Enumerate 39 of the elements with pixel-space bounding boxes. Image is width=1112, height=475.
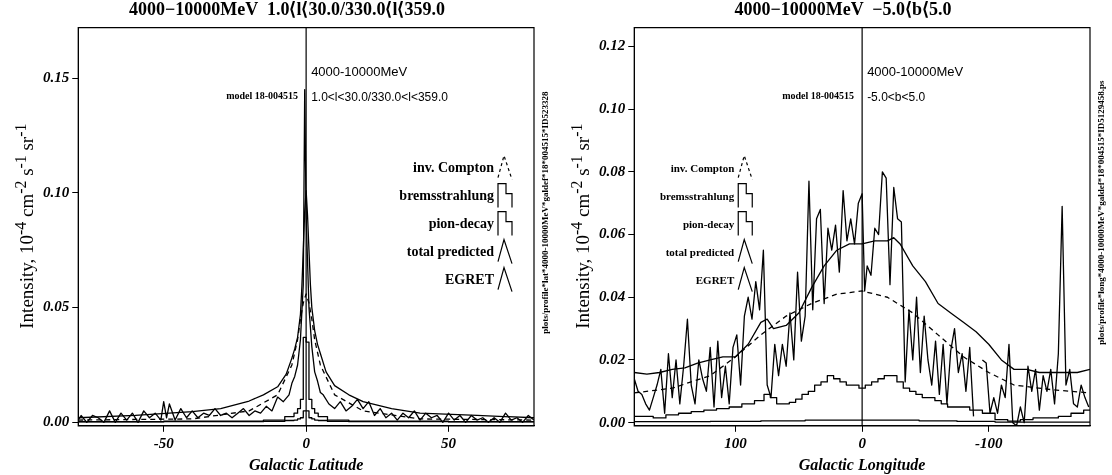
annotation: 4000-10000MeV bbox=[867, 63, 964, 79]
x-tick-label: 100 bbox=[724, 434, 748, 451]
legend-label: pion-decay bbox=[682, 217, 735, 230]
legend-label: EGRET bbox=[695, 273, 735, 286]
legend-label: total predicted bbox=[406, 243, 495, 259]
y-tick-label: 0.04 bbox=[599, 288, 626, 305]
annotation: -5.0<b<5.0 bbox=[867, 89, 926, 104]
x-tick-label: 0 bbox=[858, 434, 867, 451]
annotation: 4000-10000MeV bbox=[311, 63, 408, 79]
y-tick-label: 0.12 bbox=[599, 37, 626, 54]
text: plots/profile*long*4000-10000MeV*galdef*18*004515*ID5129458.ps bbox=[1096, 80, 1106, 345]
y-tick-label: 0.05 bbox=[43, 298, 70, 315]
legend-label: inv. Compton bbox=[670, 161, 735, 174]
legend-label: bremsstrahlung bbox=[659, 189, 735, 202]
y-tick-label: 0.06 bbox=[599, 225, 626, 242]
annotation: 1.0<l<30.0/330.0<l<359.0 bbox=[311, 89, 449, 104]
y-tick-label: 0.00 bbox=[599, 413, 626, 430]
x-tick-label: -100 bbox=[974, 434, 1003, 451]
x-tick-label: -50 bbox=[153, 434, 175, 451]
y-tick-label: 0.00 bbox=[43, 413, 70, 430]
x-tick-label: 0 bbox=[302, 434, 311, 451]
y-tick-label: 0.10 bbox=[599, 100, 626, 116]
x-axis-title: Galactic Longitude bbox=[798, 455, 926, 474]
legend-label: total predicted bbox=[665, 245, 735, 258]
legend-label: bremsstrahlung bbox=[399, 187, 494, 203]
x-tick-label: 50 bbox=[441, 434, 457, 451]
text: plots/profile*lat*4000-10000MeV*galdef*18*004515*ID523328 bbox=[540, 90, 550, 334]
legend-label: pion-decay bbox=[428, 215, 494, 231]
chart-title: 4000−10000MeV −5.0⟨b⟨5.0 bbox=[734, 0, 952, 20]
y-tick-label: 0.02 bbox=[599, 350, 626, 367]
y-tick-label: 0.15 bbox=[43, 68, 70, 85]
legend-label: inv. Compton bbox=[413, 159, 495, 175]
annotation: model 18-004515 bbox=[226, 89, 299, 101]
y-tick-label: 0.10 bbox=[43, 183, 70, 200]
annotation: model 18-004515 bbox=[782, 89, 855, 101]
chart-title: 4000−10000MeV 1.0⟨l⟨30.0/330.0⟨l⟨359.0 bbox=[129, 0, 445, 20]
y-tick-label: 0.08 bbox=[599, 162, 626, 179]
x-axis-title: Galactic Latitude bbox=[249, 455, 364, 473]
legend-label: EGRET bbox=[444, 271, 495, 287]
